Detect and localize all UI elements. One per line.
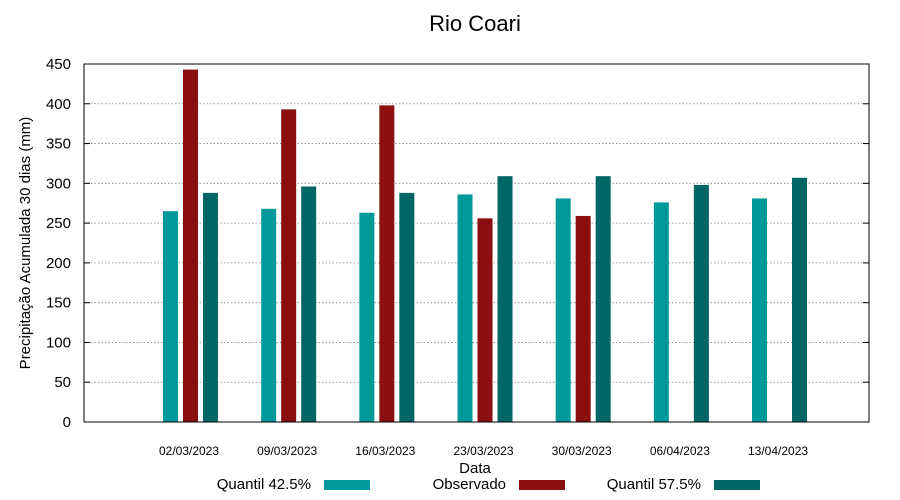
y-tick-label: 300 [46,175,71,192]
bars [163,69,808,423]
bar [792,177,808,422]
y-axis-label: Precipitação Acumulada 30 dias (mm) [17,117,34,370]
y-tick-label: 250 [46,215,71,232]
grid-lines [84,103,869,383]
legend-label: Quantil 57.5% [607,476,701,493]
y-tick-label: 400 [46,96,71,113]
legend-label: Quantil 42.5% [217,476,311,493]
x-tick-label: 30/03/2023 [552,444,612,458]
y-tick-label: 450 [46,56,71,73]
x-axis-label: Data [459,460,491,477]
x-tick-label: 23/03/2023 [453,444,513,458]
bar [477,218,493,422]
bar [575,215,591,422]
x-tick-label: 13/04/2023 [748,444,808,458]
bar [752,198,768,422]
bar [281,109,297,422]
y-tick-label: 350 [46,136,71,153]
bar [203,192,218,422]
plot-frame [83,63,870,423]
legend: Quantil 42.5% Observado Quantil 57.5% [217,476,760,493]
bar [457,194,473,422]
x-tick-label: 09/03/2023 [257,444,317,458]
bar [379,105,395,422]
y-tick-label: 150 [46,295,71,312]
bar [399,192,415,422]
y-tick-label: 50 [54,374,71,391]
y-tick-label: 100 [46,334,71,351]
y-tick-label: 200 [46,255,71,272]
x-tick-label: 06/04/2023 [650,444,710,458]
chart-title: Rio Coari [429,11,521,36]
x-axis-ticks: 02/03/2023 09/03/2023 16/03/2023 23/03/2023… [159,444,808,458]
bar [163,211,178,422]
legend-label: Observado [433,476,506,493]
y-axis-ticks: 0 50 100 150 200 250 300 350 400 450 [46,56,869,431]
bar [359,212,375,422]
bar [301,186,317,422]
x-tick-label: 16/03/2023 [355,444,415,458]
bar [653,202,669,422]
y-tick-label: 0 [63,414,71,431]
bar [497,176,513,422]
x-tick-label: 02/03/2023 [159,444,219,458]
bar [261,208,277,422]
legend-swatch [714,480,760,490]
bar [693,184,709,422]
bar [555,198,571,422]
bar [595,176,611,422]
bar [183,69,198,423]
legend-swatch [324,480,370,490]
legend-swatch [519,480,565,490]
